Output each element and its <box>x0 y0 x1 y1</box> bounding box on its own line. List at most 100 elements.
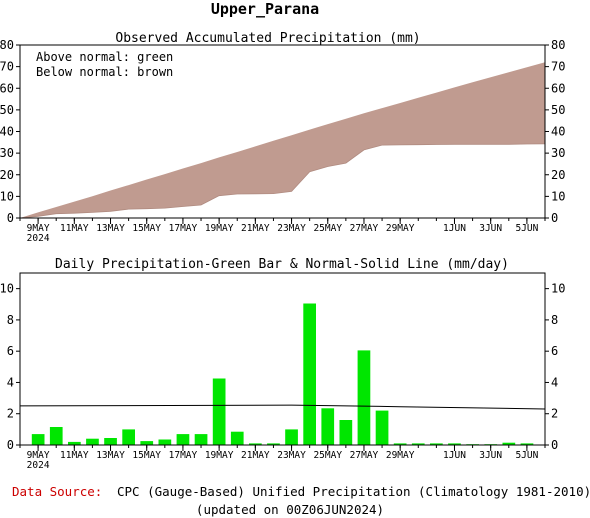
bottom-xlabel: 11MAY <box>60 450 89 461</box>
daily-bar <box>339 420 353 445</box>
bottom-xlabel-year: 2024 <box>27 460 50 471</box>
bottom-xlabel: 29MAY <box>386 450 415 461</box>
bottom-ylabel-left: 10 <box>0 282 14 296</box>
top-ylabel-right: 10 <box>551 189 565 203</box>
daily-bar <box>267 443 280 445</box>
top-ylabel-left: 40 <box>0 125 14 139</box>
bottom-ylabel-left: 2 <box>7 407 14 421</box>
top-ylabel-left: 10 <box>0 189 14 203</box>
daily-bar <box>86 438 99 445</box>
top-ylabel-right: 50 <box>551 103 565 117</box>
top-ylabel-left: 30 <box>0 146 14 160</box>
top-xlabel: 27MAY <box>350 223 379 234</box>
daily-bar <box>321 408 335 445</box>
daily-bar <box>68 441 81 445</box>
source-label: Data Source: <box>12 484 102 499</box>
daily-bar <box>502 442 516 445</box>
bottom-ylabel-left: 8 <box>7 313 14 327</box>
top-xlabel: 9MAY <box>27 223 50 234</box>
daily-bar <box>357 350 371 445</box>
bottom-xlabel: 19MAY <box>205 450 234 461</box>
top-ylabel-right: 80 <box>551 38 565 52</box>
top-xlabel: 29MAY <box>386 223 415 234</box>
daily-bar <box>31 434 45 445</box>
daily-bar <box>194 434 208 445</box>
accumulated-plot: 0 0 10 10 20 20 30 30 40 40 50 50 60 60 70 70 80 80 9MAY20… <box>0 38 565 244</box>
daily-bar <box>411 443 425 445</box>
bottom-xlabel: 25MAY <box>313 450 342 461</box>
bottom-ylabel-right: 2 <box>551 407 558 421</box>
daily-bar <box>303 303 316 445</box>
top-xlabel: 11MAY <box>60 223 89 234</box>
daily-bar <box>520 443 534 445</box>
bottom-ylabel-left: 6 <box>7 344 14 358</box>
daily-bar <box>140 441 154 445</box>
below-normal-area <box>20 62 545 218</box>
bottom-ylabel-right: 6 <box>551 344 558 358</box>
top-xlabel-year: 2024 <box>27 233 50 244</box>
daily-bar <box>249 443 262 445</box>
bottom-xlabel: 1JUN <box>443 450 466 461</box>
updated-text: (updated on 00Z06JUN2024) <box>196 502 384 517</box>
top-xlabel: 25MAY <box>313 223 342 234</box>
bottom-xlabel: 17MAY <box>169 450 198 461</box>
daily-bar <box>122 429 135 445</box>
bottom-xlabel: 3JUN <box>479 450 502 461</box>
daily-bar <box>430 443 443 445</box>
top-ylabel-right: 70 <box>551 60 565 74</box>
top-ylabel-left: 80 <box>0 38 14 52</box>
top-xlabel: 5JUN <box>515 223 538 234</box>
daily-bar <box>212 378 226 445</box>
top-xlabel: 23MAY <box>277 223 306 234</box>
bottom-ylabel-right: 10 <box>551 282 565 296</box>
bottom-ylabel-left: 0 <box>7 438 14 452</box>
bottom-xlabel: 15MAY <box>132 450 161 461</box>
bottom-xlabel: 9MAY <box>27 450 50 461</box>
legend-below: Below normal: brown <box>36 65 173 79</box>
top-ylabel-right: 60 <box>551 81 565 95</box>
daily-bar <box>158 439 172 445</box>
top-xlabel: 19MAY <box>205 223 234 234</box>
top-ylabel-left: 60 <box>0 81 14 95</box>
daily-bar <box>176 434 190 445</box>
top-ylabel-left: 0 <box>7 211 14 225</box>
bottom-ylabel-left: 4 <box>7 375 14 389</box>
daily-bar <box>49 427 63 445</box>
top-ylabel-right: 30 <box>551 146 565 160</box>
normal-line <box>19 404 546 410</box>
bottom-xlabel: 21MAY <box>241 450 270 461</box>
top-chart-title: Observed Accumulated Precipitation (mm) <box>115 31 420 46</box>
top-xlabel: 1JUN <box>443 223 466 234</box>
daily-bar <box>375 410 389 445</box>
bottom-xlabel: 5JUN <box>515 450 538 461</box>
bottom-xlabel: 27MAY <box>350 450 379 461</box>
top-ylabel-left: 70 <box>0 60 14 74</box>
top-ylabel-right: 0 <box>551 211 558 225</box>
bottom-frame <box>19 272 546 446</box>
bottom-chart-title: Daily Precipitation-Green Bar & Normal-S… <box>55 257 509 272</box>
top-xlabel: 13MAY <box>96 223 125 234</box>
daily-bar <box>104 438 117 445</box>
source-text: CPC (Gauge-Based) Unified Precipitation … <box>117 484 590 499</box>
top-xlabel: 15MAY <box>132 223 161 234</box>
observed-line <box>19 143 546 219</box>
bottom-ylabel-right: 4 <box>551 375 558 389</box>
top-ylabel-right: 40 <box>551 125 565 139</box>
legend-above: Above normal: green <box>36 50 173 64</box>
daily-bar <box>393 443 407 445</box>
page-title: Upper_Parana <box>211 0 319 18</box>
bottom-ylabel-right: 0 <box>551 438 558 452</box>
bottom-xlabel: 23MAY <box>277 450 306 461</box>
top-xlabel: 17MAY <box>169 223 198 234</box>
top-ylabel-right: 20 <box>551 168 565 182</box>
bottom-ylabel-right: 8 <box>551 313 558 327</box>
top-xlabel: 3JUN <box>479 223 502 234</box>
top-ylabel-left: 50 <box>0 103 14 117</box>
daily-bar <box>448 443 461 445</box>
top-ylabel-left: 20 <box>0 168 14 182</box>
bottom-xlabel: 13MAY <box>96 450 125 461</box>
daily-bar <box>285 429 298 445</box>
top-xlabel: 21MAY <box>241 223 270 234</box>
